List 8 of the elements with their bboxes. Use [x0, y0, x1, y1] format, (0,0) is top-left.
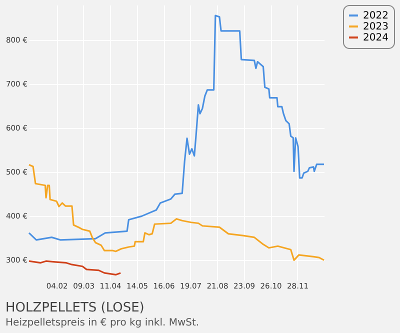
line-series [28, 164, 325, 261]
text: HOLZPELLETS (LOSE) [6, 300, 144, 316]
line-series [28, 14, 325, 241]
legend-label: 2023 [363, 22, 388, 32]
legend-label: 2022 [363, 10, 388, 22]
text: Heizpelletspreis in € pro kg inkl. MwSt. [6, 318, 200, 328]
legend-label: 2024 [363, 32, 388, 44]
line-series [28, 260, 122, 276]
